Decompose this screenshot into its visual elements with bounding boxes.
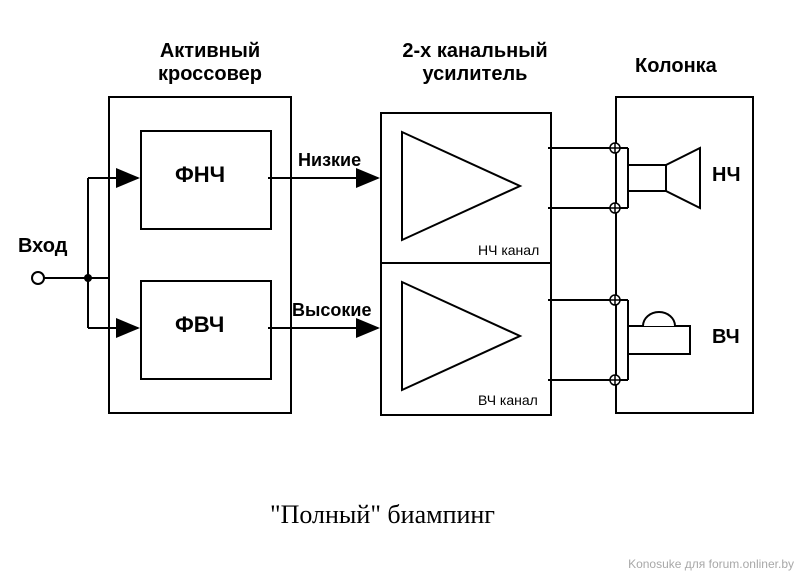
junction-dot-icon [84, 274, 92, 282]
diagram-title: "Полный" биампинг [270, 500, 495, 530]
crossover-heading: Активный кроссовер [155, 40, 265, 86]
nch-channel-label: НЧ канал [478, 242, 539, 258]
amplifier-heading: 2-х канальный усилитель [400, 40, 550, 86]
speaker-box [615, 96, 754, 414]
high-label: Высокие [292, 300, 371, 321]
nch-driver-label: НЧ [712, 164, 741, 187]
watermark-text: Konosuke для forum.onliner.by [628, 557, 794, 571]
input-terminal-icon [32, 272, 44, 284]
vch-driver-label: ВЧ [712, 326, 740, 349]
fvch-label: ФВЧ [175, 312, 224, 338]
fnch-label: ФНЧ [175, 162, 225, 188]
low-label: Низкие [298, 150, 361, 171]
diagram-canvas: Вход Активный кроссовер 2-х канальный ус… [0, 0, 800, 575]
vch-channel-label: ВЧ канал [478, 392, 538, 408]
input-label: Вход [18, 235, 67, 258]
speaker-heading: Колонка [635, 55, 717, 78]
